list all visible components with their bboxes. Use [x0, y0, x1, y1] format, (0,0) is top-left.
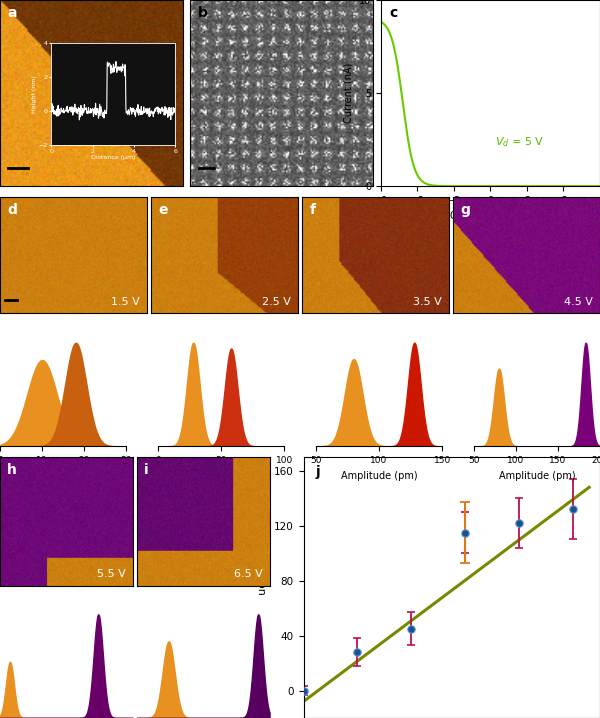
Text: d: d — [7, 202, 17, 217]
Text: $V_d$ = 5 V: $V_d$ = 5 V — [495, 135, 544, 149]
Text: 5.5 V: 5.5 V — [97, 569, 126, 579]
Text: g: g — [461, 202, 470, 217]
Text: h: h — [7, 464, 17, 477]
Text: b: b — [198, 6, 208, 19]
X-axis label: Gate Voltage (V): Gate Voltage (V) — [450, 211, 530, 221]
Text: 1.5 V: 1.5 V — [110, 297, 139, 307]
Text: a: a — [7, 6, 17, 19]
Text: c: c — [389, 6, 398, 19]
Point — [353, 646, 362, 658]
Text: j: j — [316, 465, 320, 479]
Point — [460, 527, 470, 538]
X-axis label: Amplitude (pm): Amplitude (pm) — [499, 470, 575, 480]
X-axis label: Amplitude (pm): Amplitude (pm) — [183, 470, 259, 480]
Point — [299, 685, 308, 696]
Text: f: f — [310, 202, 316, 217]
Text: 3.5 V: 3.5 V — [413, 297, 442, 307]
Text: 6.5 V: 6.5 V — [234, 569, 263, 579]
Point — [407, 623, 416, 635]
Point — [514, 517, 524, 528]
Text: 4.5 V: 4.5 V — [564, 297, 593, 307]
X-axis label: Amplitude (pm): Amplitude (pm) — [341, 470, 417, 480]
X-axis label: Amplitude (pm): Amplitude (pm) — [25, 470, 101, 480]
Text: 2.5 V: 2.5 V — [262, 297, 290, 307]
Text: i: i — [143, 464, 148, 477]
Y-axis label: Current (nA): Current (nA) — [343, 63, 353, 123]
Point — [568, 503, 578, 515]
Text: e: e — [158, 202, 168, 217]
Y-axis label: Amplitude (pm): Amplitude (pm) — [259, 544, 268, 631]
